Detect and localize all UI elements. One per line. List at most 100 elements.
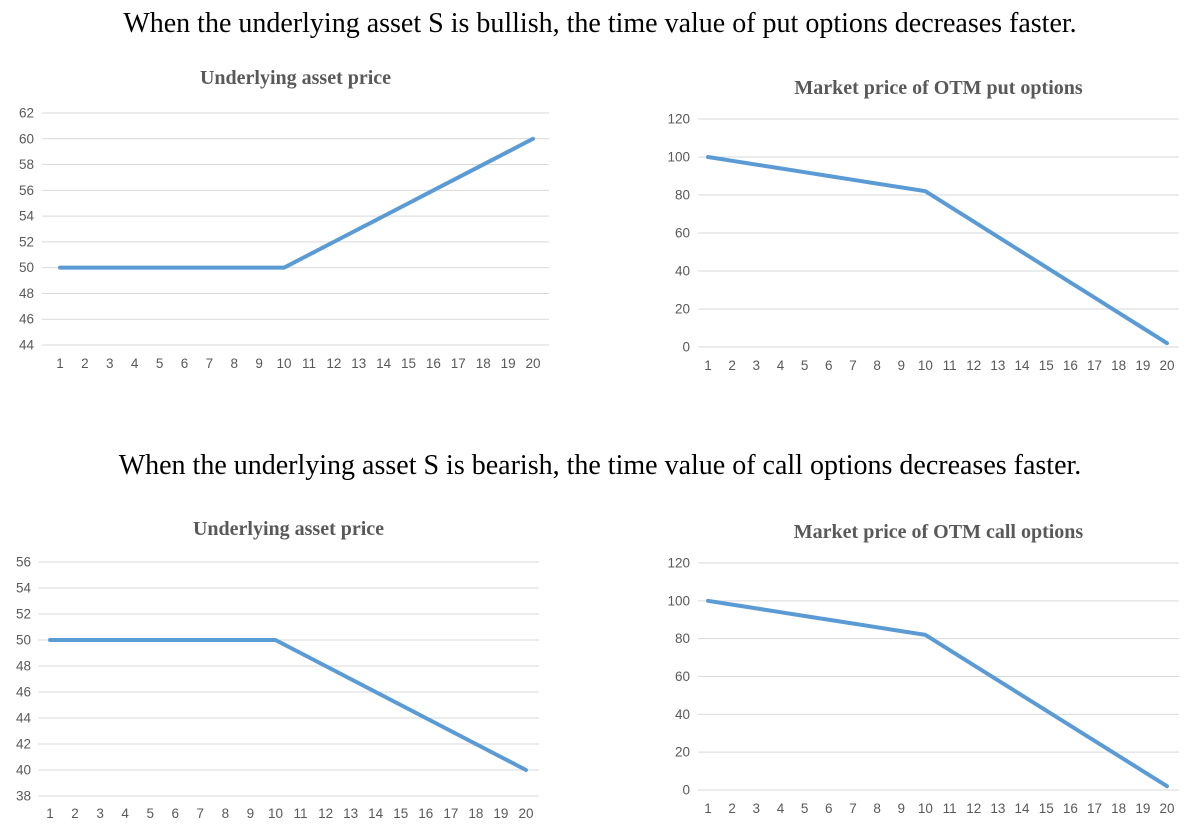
x-tick-label: 2 <box>81 356 89 371</box>
series-line <box>48 638 528 772</box>
y-tick-label: 40 <box>16 763 31 778</box>
x-tick-label: 13 <box>990 358 1005 373</box>
x-tick-label: 14 <box>1015 801 1031 816</box>
x-tick-label: 11 <box>294 806 308 821</box>
chart-otm-call-options: Market price of OTM call options 0 20 40 60… <box>600 500 1200 840</box>
y-tick-label: 38 <box>16 789 31 804</box>
x-tick-label: 3 <box>106 356 114 371</box>
x-tick-label: 5 <box>801 801 809 816</box>
y-tick-label: 58 <box>19 157 34 172</box>
x-tick-label: 11 <box>943 358 957 373</box>
x-tick-label: 13 <box>990 801 1005 816</box>
x-tick-label: 16 <box>418 806 433 821</box>
x-tick-label: 18 <box>1111 801 1126 816</box>
x-tick-label: 18 <box>476 356 491 371</box>
chart-underlying-asset-price-bearish: Underlying asset price 38 40 42 44 46 48 50 52 5… <box>0 500 600 840</box>
x-tick-label: 10 <box>277 356 292 371</box>
x-tick-label: 1 <box>704 358 712 373</box>
x-tick-label: 10 <box>268 806 283 821</box>
x-tick-label: 15 <box>401 356 416 371</box>
x-tick-label: 18 <box>1111 358 1126 373</box>
x-tick-label: 6 <box>172 806 180 821</box>
x-tick-label: 15 <box>1039 358 1054 373</box>
chart-otm-put-options: Market price of OTM put options 0 20 40 60 8… <box>600 60 1200 395</box>
x-tick-label: 20 <box>1159 801 1174 816</box>
y-tick-label: 80 <box>675 188 690 203</box>
y-tick-label: 120 <box>667 556 690 571</box>
y-tick-label: 48 <box>19 286 34 301</box>
x-tick-label: 13 <box>351 356 366 371</box>
x-tick-label: 1 <box>704 801 712 816</box>
series-line <box>706 155 1169 346</box>
y-tick-label: 52 <box>19 234 34 249</box>
x-tick-label: 17 <box>451 356 466 371</box>
x-tick-label: 6 <box>825 801 833 816</box>
x-tick-label: 17 <box>443 806 458 821</box>
x-tick-label: 2 <box>728 801 736 816</box>
x-tick-label: 13 <box>343 806 358 821</box>
x-tick-label: 5 <box>156 356 164 371</box>
x-tick-label: 1 <box>56 356 64 371</box>
y-tick-label: 20 <box>675 745 690 760</box>
y-tick-label: 52 <box>16 607 31 622</box>
headline-bearish: When the underlying asset S is bearish, … <box>118 450 1082 481</box>
x-tick-label: 3 <box>96 806 104 821</box>
y-tick-label: 44 <box>16 711 32 726</box>
x-tick-label: 9 <box>898 358 906 373</box>
y-tick-label: 60 <box>675 669 690 684</box>
x-tick-label: 15 <box>393 806 408 821</box>
x-tick-label: 18 <box>468 806 483 821</box>
y-tick-label: 50 <box>16 633 31 648</box>
x-tick-label: 11 <box>302 356 316 371</box>
x-tick-label: 14 <box>376 356 392 371</box>
x-tick-label: 10 <box>918 358 933 373</box>
y-tick-label: 56 <box>19 183 34 198</box>
y-tick-label: 40 <box>675 264 690 279</box>
y-tick-label: 54 <box>19 209 35 224</box>
series-line <box>706 598 1169 789</box>
y-tick-label: 100 <box>667 593 690 608</box>
y-tick-label: 60 <box>675 226 690 241</box>
x-tick-label: 14 <box>368 806 384 821</box>
x-tick-label: 2 <box>728 358 736 373</box>
x-tick-label: 3 <box>753 801 761 816</box>
chart-underlying-asset-price-bullish: Underlying asset price 44 46 48 50 52 54 56 58 6… <box>0 60 600 395</box>
x-tick-label: 7 <box>849 801 857 816</box>
x-tick-label: 9 <box>247 806 255 821</box>
x-tick-label: 12 <box>966 801 981 816</box>
x-tick-label: 16 <box>426 356 441 371</box>
x-tick-label: 7 <box>849 358 857 373</box>
y-tick-label: 46 <box>19 312 34 327</box>
y-tick-label: 46 <box>16 685 31 700</box>
chart-title: Market price of OTM put options <box>794 77 1083 99</box>
y-tick-label: 20 <box>675 302 690 317</box>
y-tick-label: 120 <box>667 112 690 127</box>
x-tick-label: 19 <box>501 356 516 371</box>
y-tick-label: 44 <box>19 338 35 353</box>
y-tick-label: 0 <box>682 340 690 355</box>
headline-bullish: When the underlying asset S is bullish, … <box>123 8 1077 39</box>
y-tick-label: 54 <box>16 581 32 596</box>
x-tick-label: 4 <box>121 806 129 821</box>
chart-title: Underlying asset price <box>199 67 392 89</box>
x-tick-label: 20 <box>525 356 540 371</box>
y-tick-label: 100 <box>667 150 690 165</box>
y-tick-label: 60 <box>19 131 34 146</box>
x-tick-label: 5 <box>146 806 154 821</box>
x-tick-label: 4 <box>777 801 785 816</box>
y-tick-label: 42 <box>16 737 31 752</box>
x-tick-label: 3 <box>753 358 761 373</box>
x-tick-label: 7 <box>206 356 214 371</box>
x-tick-label: 4 <box>777 358 785 373</box>
x-tick-label: 8 <box>222 806 230 821</box>
x-tick-label: 16 <box>1063 358 1078 373</box>
chart-title: Market price of OTM call options <box>793 521 1084 543</box>
x-tick-label: 8 <box>873 801 881 816</box>
x-tick-label: 17 <box>1087 358 1102 373</box>
x-tick-label: 1 <box>46 806 54 821</box>
x-tick-label: 7 <box>197 806 205 821</box>
